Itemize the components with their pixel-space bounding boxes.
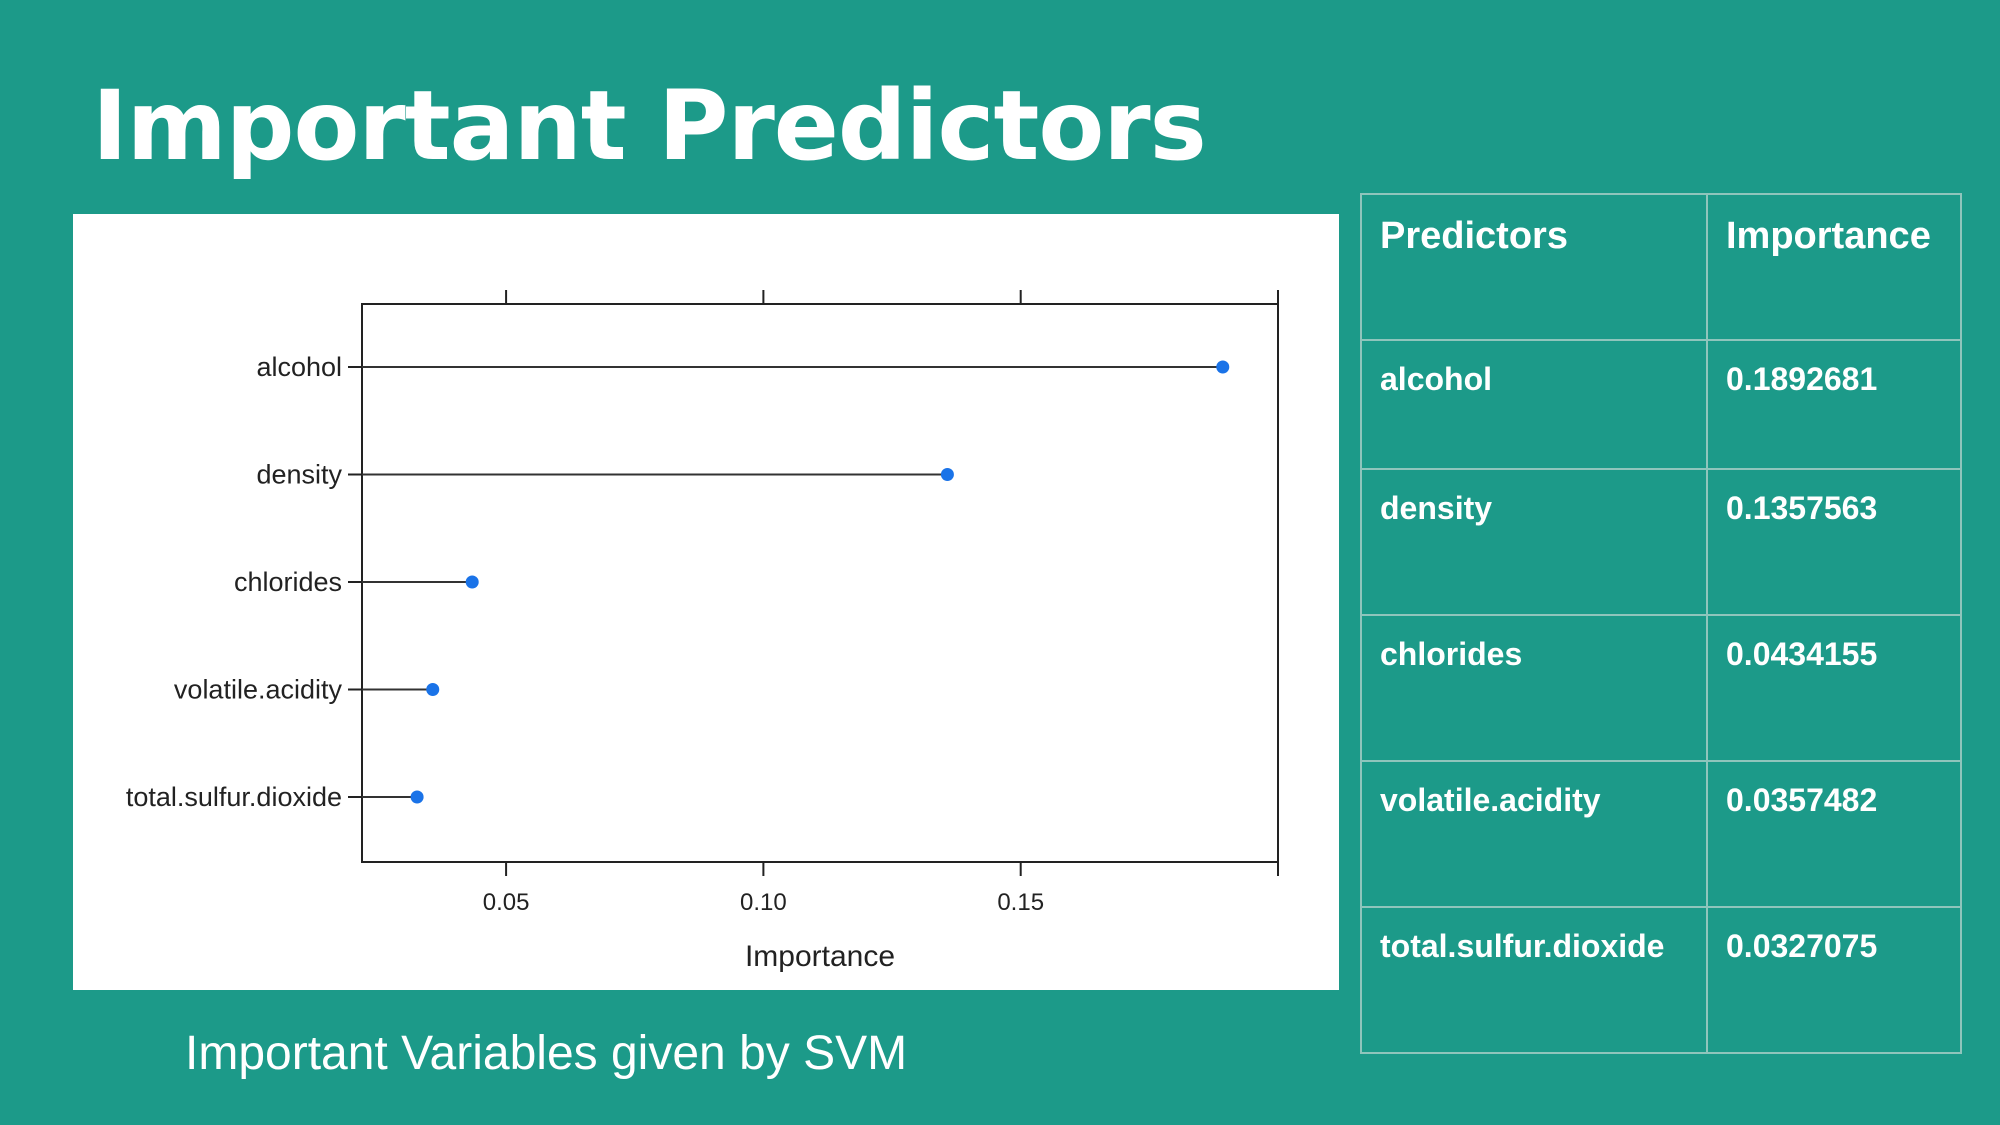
importance-point [410,790,424,804]
predictor-importance: 0.1357563 [1706,468,1962,616]
importance-point [1216,360,1230,374]
table-header-row: Predictors Importance [1360,193,1962,341]
table-row: total.sulfur.dioxide 0.0327075 [1360,906,1962,1054]
predictor-importance: 0.1892681 [1706,339,1962,470]
plot-frame [361,303,1279,863]
predictor-name: volatile.acidity [1360,760,1708,908]
importance-point [426,683,440,696]
x-axis-label: Importance [745,940,895,973]
y-category-label: density [256,460,342,490]
importance-chart-panel: 0.05 0.10 0.15 alcohol density chlorides volat… [73,214,1339,990]
predictor-name: alcohol [1360,339,1708,470]
x-tick-label: 0.05 [483,889,530,916]
x-tick-label: 0.15 [997,889,1044,916]
predictor-name: chlorides [1360,614,1708,762]
y-category-label: volatile.acidity [174,675,343,705]
table-row: alcohol 0.1892681 [1360,339,1962,470]
y-category-label: chlorides [234,567,342,597]
x-tick-label: 0.10 [740,889,787,916]
header-importance: Importance [1706,193,1962,341]
importance-point [465,575,479,589]
slide-caption: Important Variables given by SVM [185,1027,908,1080]
predictor-importance: 0.0357482 [1706,760,1962,908]
y-category-label: total.sulfur.dioxide [126,782,342,812]
slide-title: Important Predictors [92,70,1207,182]
importance-dot-plot: 0.05 0.10 0.15 alcohol density chlorides volat… [126,290,1279,973]
table-row: chlorides 0.0434155 [1360,614,1962,762]
table-row: density 0.1357563 [1360,468,1962,616]
y-category-label: alcohol [256,352,342,382]
predictors-table: Predictors Importance alcohol 0.1892681 … [1360,193,1962,1054]
predictor-name: density [1360,468,1708,616]
predictor-importance: 0.0327075 [1706,906,1962,1054]
header-predictors: Predictors [1360,193,1708,341]
predictor-importance: 0.0434155 [1706,614,1962,762]
importance-point [940,468,954,481]
table-row: volatile.acidity 0.0357482 [1360,760,1962,908]
predictor-name: total.sulfur.dioxide [1360,906,1708,1054]
